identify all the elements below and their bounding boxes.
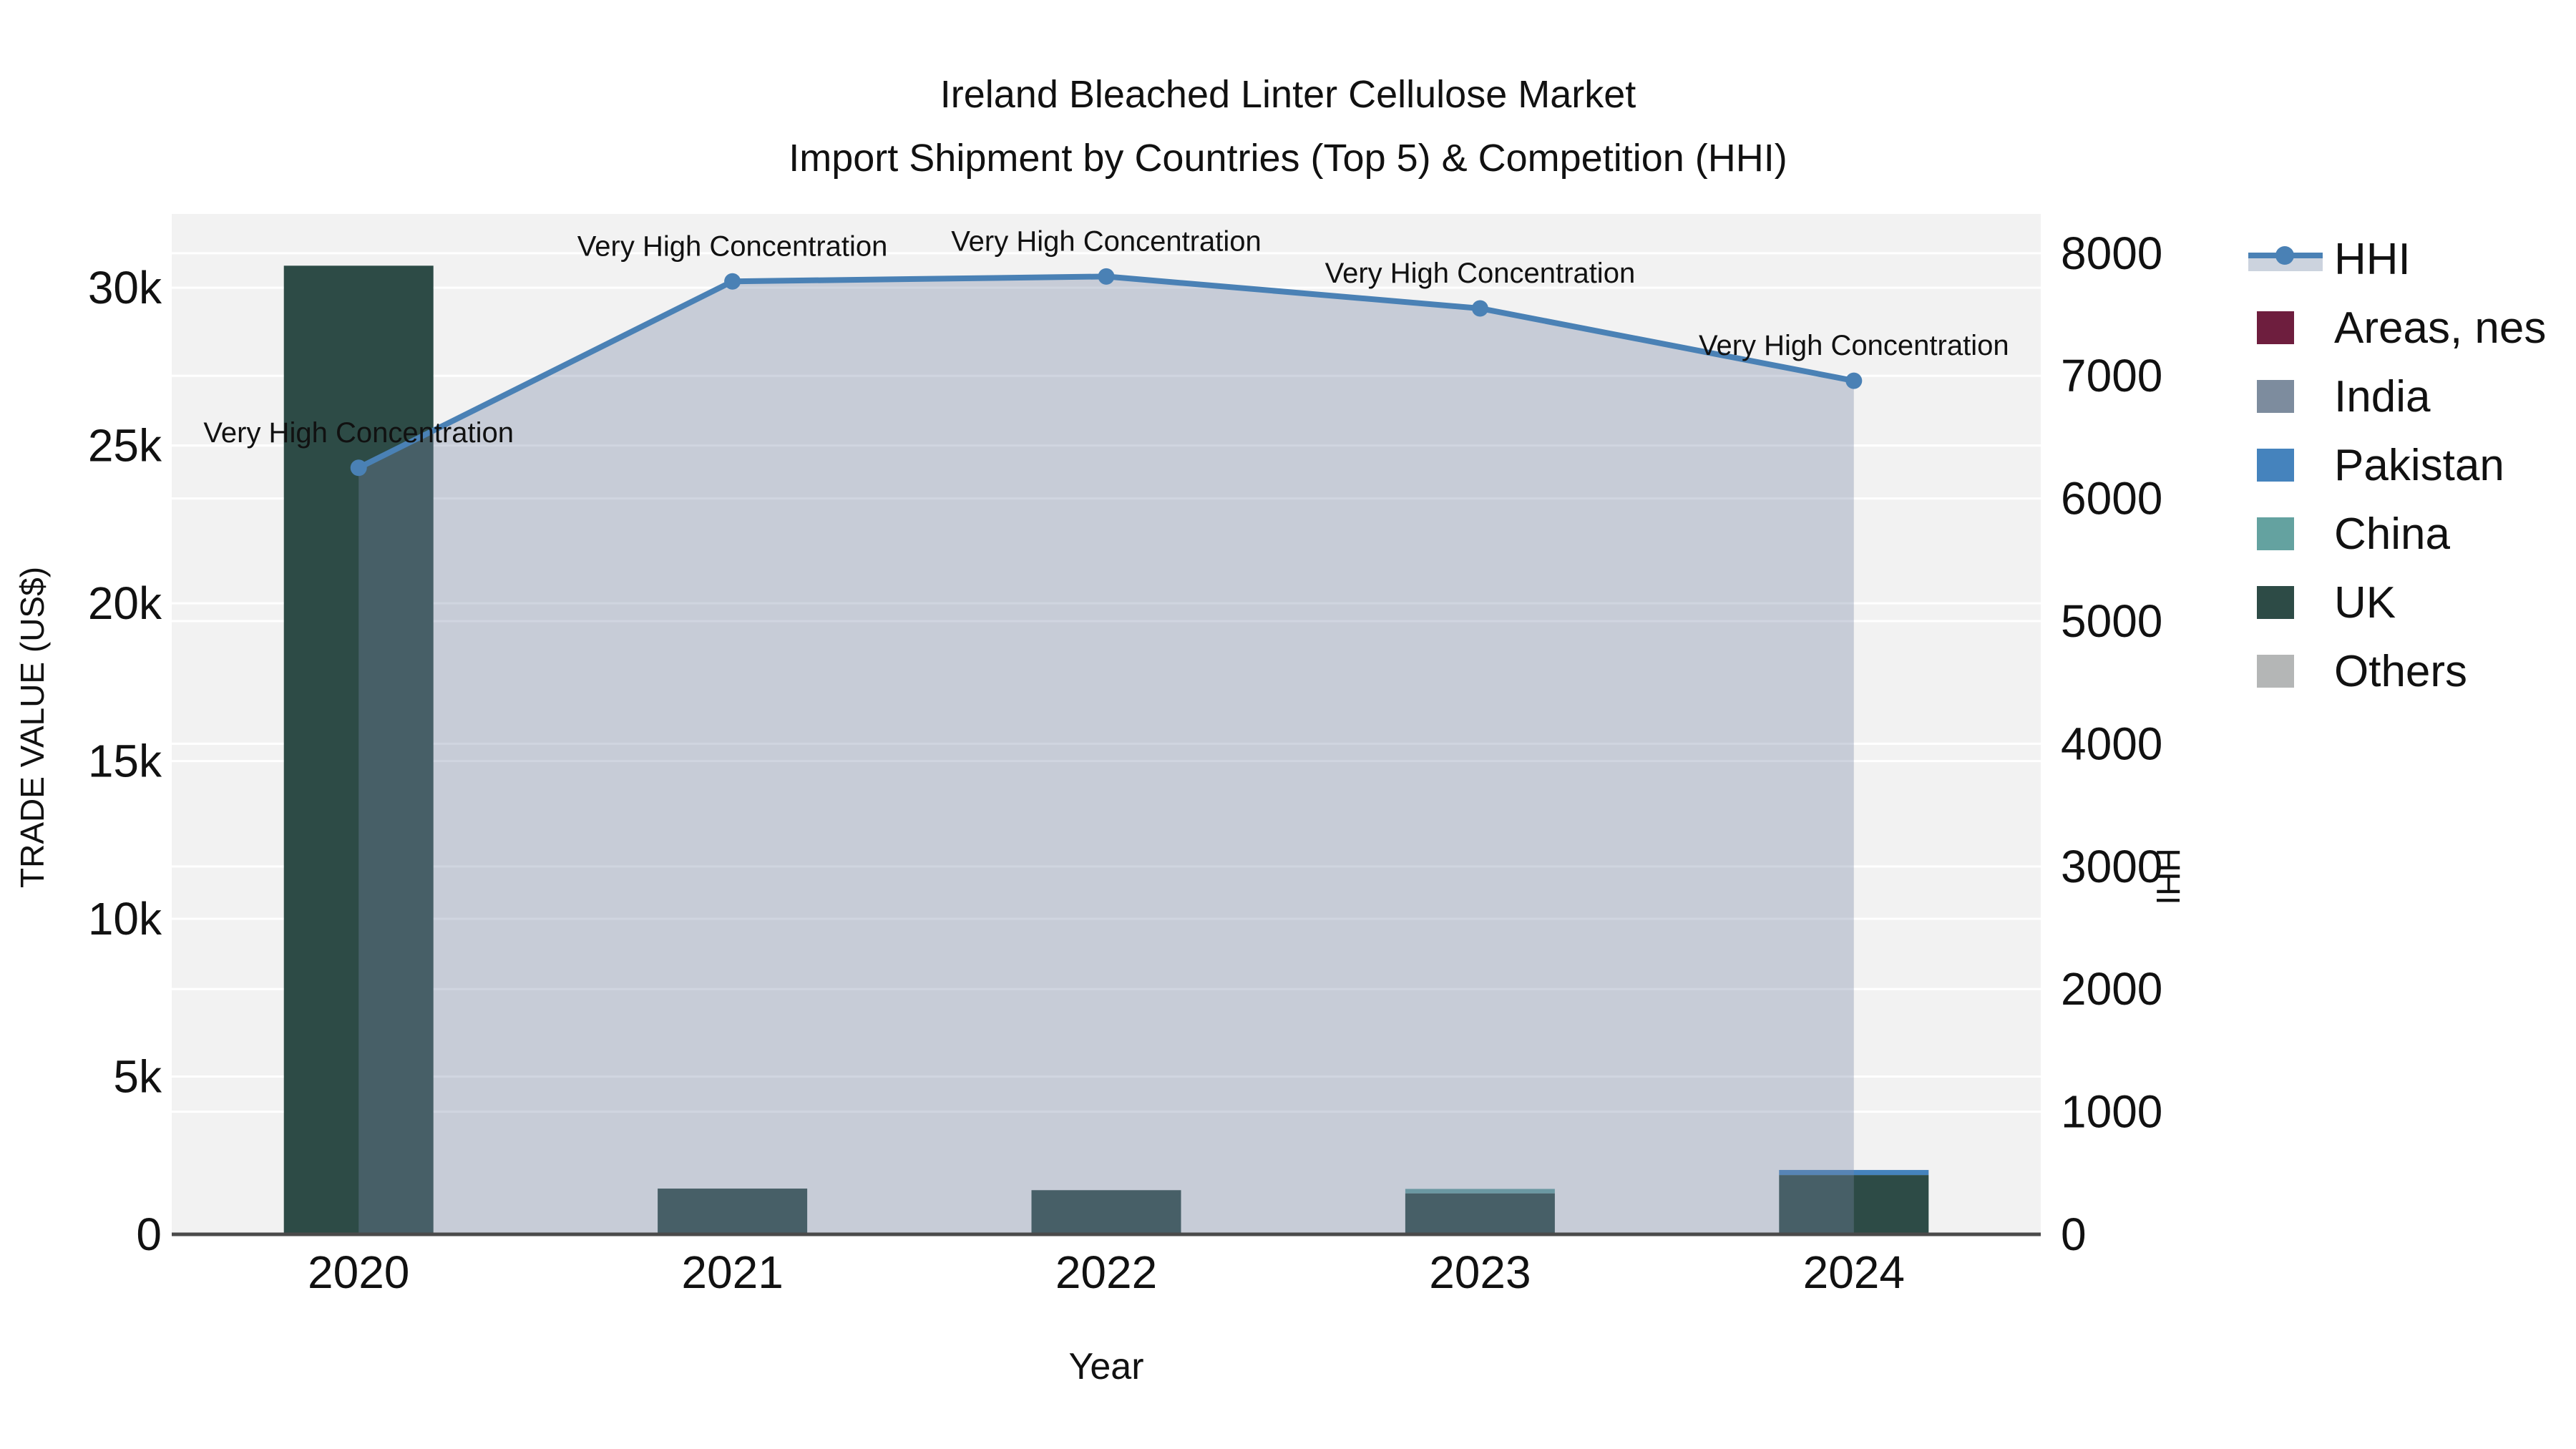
bar-segment-china-2023[interactable] bbox=[1405, 1189, 1555, 1194]
annotation-2022: Very High Concentration bbox=[951, 225, 1262, 257]
hhi-area-fill bbox=[358, 276, 1854, 1234]
y-left-tick-label: 20k bbox=[88, 577, 162, 629]
y-right-tick-label: 1000 bbox=[2061, 1086, 2162, 1138]
hhi-area-sample bbox=[2248, 258, 2323, 271]
y-right-tick-label: 4000 bbox=[2061, 718, 2162, 769]
y-right-axis-title: HHI bbox=[2150, 848, 2187, 905]
hhi-marker-2021[interactable] bbox=[724, 273, 741, 290]
hhi-marker-sample bbox=[2275, 246, 2294, 265]
legend-item-others[interactable]: Others bbox=[2248, 637, 2546, 706]
legend-swatch-uk bbox=[2257, 586, 2294, 619]
annotation-2021: Very High Concentration bbox=[577, 230, 888, 262]
chart-title-line1: Ireland Bleached Linter Cellulose Market bbox=[940, 73, 1636, 116]
y-right-tick-label: 5000 bbox=[2061, 595, 2162, 647]
legend-label-others: Others bbox=[2334, 646, 2468, 696]
legend-item-uk[interactable]: UK bbox=[2248, 568, 2546, 637]
chart-title-line2: Import Shipment by Countries (Top 5) & C… bbox=[789, 137, 1787, 180]
x-tick-label-2020: 2020 bbox=[308, 1246, 409, 1298]
x-tick-label-2021: 2021 bbox=[681, 1246, 783, 1298]
hhi-marker-2020[interactable] bbox=[350, 459, 367, 477]
x-tick-label-2023: 2023 bbox=[1429, 1246, 1531, 1298]
y-right-tick-label: 0 bbox=[2061, 1209, 2087, 1260]
hhi-marker-2022[interactable] bbox=[1098, 268, 1115, 285]
legend-swatch-pakistan bbox=[2257, 449, 2294, 482]
bar-segment-uk-2021[interactable] bbox=[658, 1189, 808, 1234]
legend-swatch-china bbox=[2257, 517, 2294, 550]
y-left-tick-label: 0 bbox=[136, 1209, 162, 1260]
hhi-line-sample-icon bbox=[2248, 240, 2323, 278]
y-left-tick-label: 25k bbox=[88, 420, 162, 472]
x-tick-label-2022: 2022 bbox=[1055, 1246, 1157, 1298]
bar-segment-uk-2020[interactable] bbox=[283, 265, 434, 1234]
legend-label-hhi: HHI bbox=[2334, 234, 2411, 284]
legend-item-pakistan[interactable]: Pakistan bbox=[2248, 431, 2546, 499]
annotation-2023: Very High Concentration bbox=[1325, 258, 1636, 289]
bar-segment-uk-2024[interactable] bbox=[1779, 1175, 1929, 1234]
annotation-2024: Very High Concentration bbox=[1699, 330, 2009, 361]
y-right-tick-label: 2000 bbox=[2061, 963, 2162, 1015]
y-right-tick-label: 8000 bbox=[2061, 228, 2162, 279]
y-right-tick-label: 3000 bbox=[2061, 841, 2162, 892]
legend-item-india[interactable]: India bbox=[2248, 362, 2546, 431]
y-left-tick-label: 5k bbox=[113, 1051, 162, 1103]
legend-label-pakistan: Pakistan bbox=[2334, 440, 2504, 490]
y-left-tick-label: 15k bbox=[88, 736, 162, 787]
legend-swatch-areas-nes bbox=[2257, 311, 2294, 344]
legend-label-india: India bbox=[2334, 371, 2431, 421]
plot-background bbox=[172, 214, 2041, 1234]
legend-swatch-others bbox=[2257, 655, 2294, 688]
legend-swatch-india bbox=[2257, 380, 2294, 413]
legend-item-hhi[interactable]: HHI bbox=[2248, 225, 2546, 293]
bar-segment-pakistan-2024[interactable] bbox=[1779, 1170, 1929, 1176]
legend-label-uk: UK bbox=[2334, 577, 2396, 628]
legend-label-areas-nes: Areas, nes bbox=[2334, 303, 2547, 353]
bar-segment-uk-2022[interactable] bbox=[1031, 1190, 1181, 1234]
bar-segment-uk-2023[interactable] bbox=[1405, 1193, 1555, 1234]
y-left-tick-label: 30k bbox=[88, 262, 162, 313]
legend-item-china[interactable]: China bbox=[2248, 499, 2546, 568]
chart-title: Ireland Bleached Linter Cellulose Market… bbox=[0, 63, 2576, 190]
hhi-marker-2023[interactable] bbox=[1471, 300, 1488, 317]
y-right-tick-label: 6000 bbox=[2061, 473, 2162, 525]
x-tick-label-2024: 2024 bbox=[1803, 1246, 1905, 1298]
y-left-tick-label: 10k bbox=[88, 893, 162, 945]
legend-item-areas-nes[interactable]: Areas, nes bbox=[2248, 293, 2546, 362]
legend: HHI Areas, nes India Pakistan China UK Others bbox=[2248, 225, 2546, 706]
annotation-2020: Very High Concentration bbox=[203, 417, 514, 449]
y-right-tick-label: 7000 bbox=[2061, 350, 2162, 401]
y-left-axis-title: TRADE VALUE (US$) bbox=[14, 566, 51, 888]
hhi-marker-2024[interactable] bbox=[1845, 372, 1863, 389]
x-axis-title: Year bbox=[1068, 1346, 1144, 1387]
legend-label-china: China bbox=[2334, 509, 2450, 559]
